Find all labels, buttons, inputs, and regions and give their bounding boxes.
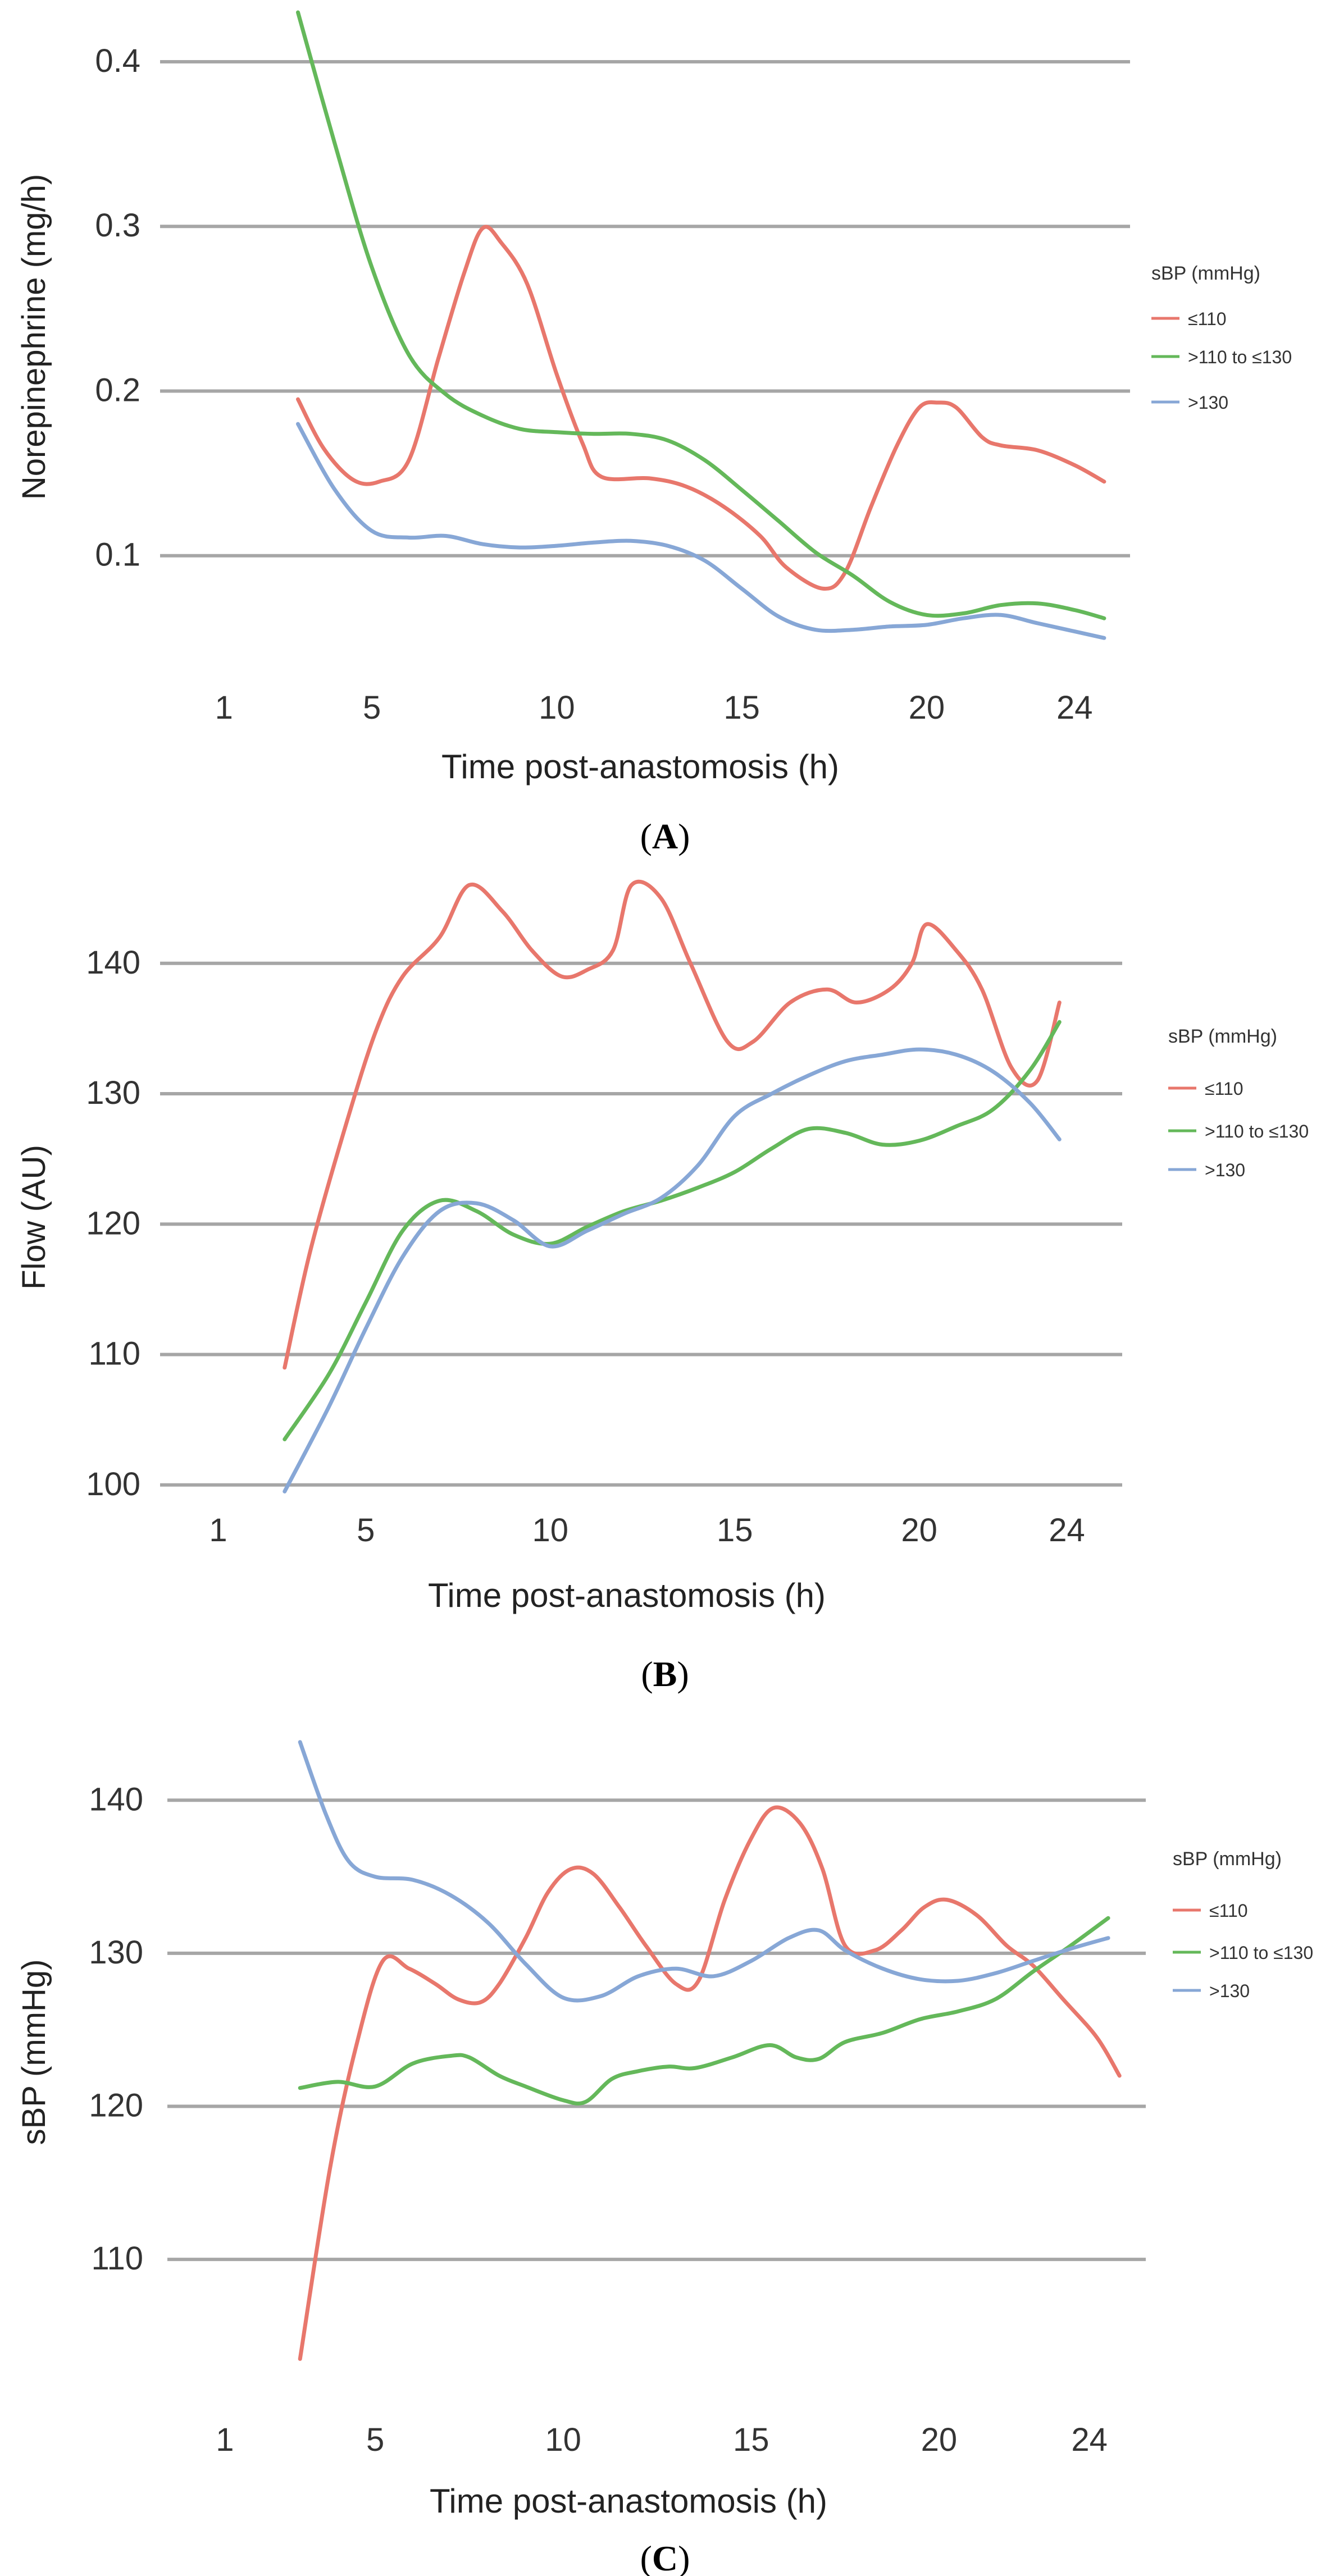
panel-a: 0.1 0.2 0.3 0.4 1 5 10 15 20 24 Norepine… [16,10,1292,856]
panel-b-caption: (B) [641,1654,689,1694]
panel-c-legend-title: sBP (mmHg) [1173,1848,1282,1870]
panel-a-x-tick-label: 15 [723,689,760,726]
panel-a-x-tick-label: 5 [363,689,381,726]
panel-a-grid [160,60,1130,558]
panel-b-x-axis-title: Time post-anastomosis (h) [428,1577,826,1614]
panel-c-x-tick-label: 20 [921,2422,958,2458]
panel-a-y-tick-label: 0.3 [95,207,140,244]
panel-b-y-tick-label: 140 [86,944,140,981]
panel-c-legend-label-le110: ≤110 [1209,1901,1248,1921]
panel-c-caption: (C) [640,2538,690,2576]
panel-b-series-line-gt130 [283,1047,1062,1493]
panel-a-legend-label-110-130: >110 to ≤130 [1188,347,1292,367]
panel-b-legend-label-110-130: >110 to ≤130 [1205,1121,1309,1141]
panel-b-y-tick-label: 120 [86,1205,140,1241]
panel-a-y-ticks: 0.1 0.2 0.3 0.4 [95,43,140,573]
panel-c-x-ticks: 1 5 10 15 20 24 [216,2422,1108,2458]
panel-c-series [298,1740,1122,2361]
panel-c-series-line-110-130 [298,1916,1110,2105]
panel-a-y-tick-label: 0.2 [95,372,140,408]
panel-c-legend-label-110-130: >110 to ≤130 [1209,1943,1313,1963]
panel-b-caption-letter: B [653,1654,677,1694]
panel-a-x-tick-label: 24 [1056,689,1093,726]
panel-b-legend: sBP (mmHg) ≤110 >110 to ≤130 >130 [1168,1026,1309,1180]
panel-b-x-ticks: 1 5 10 15 20 24 [209,1512,1085,1549]
panel-b-legend-label-gt130: >130 [1205,1160,1245,1180]
panel-c-y-axis-title: sBP (mmHg) [16,1960,52,2145]
panel-c-y-ticks: 110 120 130 140 [89,1781,143,2277]
panel-a-x-tick-label: 20 [909,689,945,726]
panel-a-x-ticks: 1 5 10 15 20 24 [215,689,1093,726]
panel-b-y-ticks: 100 110 120 130 140 [86,944,140,1502]
panel-b: 100 110 120 130 140 1 5 10 15 20 24 Flow… [16,879,1309,1694]
panel-a-series-line-110-130 [296,10,1106,620]
panel-c-x-tick-label: 24 [1071,2422,1108,2458]
panel-a-y-axis-title: Norepinephrine (mg/h) [16,174,52,500]
panel-b-x-tick-label: 24 [1049,1512,1085,1549]
panel-c-grid [167,1798,1146,2262]
panel-c-series-line-gt130 [298,1740,1110,2003]
panel-b-grid [160,961,1122,1487]
panel-a-x-tick-label: 1 [215,689,233,726]
panel-c-y-tick-label: 110 [92,2240,143,2277]
panel-c-legend: sBP (mmHg) ≤110 >110 to ≤130 >130 [1173,1848,1313,2001]
panel-a-x-axis-title: Time post-anastomosis (h) [441,748,839,785]
panel-b-y-axis-title: Flow (AU) [16,1145,52,1290]
panel-b-x-tick-label: 5 [357,1512,375,1549]
panel-a-caption: (A) [640,816,690,856]
panel-b-x-tick-label: 15 [717,1512,753,1549]
panel-c-caption-letter: C [652,2538,678,2576]
panel-a-legend-label-gt130: >130 [1188,392,1228,413]
panel-c-x-tick-label: 1 [216,2422,234,2458]
panel-c-x-tick-label: 10 [545,2422,581,2458]
panel-b-y-tick-label: 130 [86,1075,140,1111]
panel-b-legend-label-le110: ≤110 [1205,1079,1244,1099]
panel-c-legend-label-gt130: >130 [1209,1981,1250,2001]
panel-c-y-tick-label: 120 [89,2088,143,2124]
panel-a-series-line-le110 [296,225,1106,591]
panel-c-y-tick-label: 140 [89,1781,143,1817]
panel-c: 110 120 130 140 1 5 10 15 20 24 sBP (mmH… [16,1740,1313,2576]
panel-b-series-line-110-130 [283,1020,1062,1441]
panel-a-y-tick-label: 0.4 [95,43,140,79]
panel-a-series [296,10,1106,640]
panel-c-x-tick-label: 15 [733,2422,769,2458]
panel-b-y-tick-label: 100 [86,1466,140,1502]
panel-a-x-tick-label: 10 [539,689,575,726]
panel-c-x-axis-title: Time post-anastomosis (h) [430,2482,827,2520]
panel-b-x-tick-label: 1 [209,1512,227,1549]
panel-c-series-line-le110 [298,1805,1122,2361]
panel-a-legend-label-le110: ≤110 [1188,309,1227,329]
panel-a-series-line-gt130 [296,422,1106,640]
panel-a-legend-title: sBP (mmHg) [1151,263,1260,284]
panel-b-series [283,879,1062,1493]
panel-c-x-tick-label: 5 [366,2422,384,2458]
panel-a-legend: sBP (mmHg) ≤110 >110 to ≤130 >130 [1151,263,1292,413]
panel-b-x-tick-label: 20 [901,1512,937,1549]
panel-b-legend-title: sBP (mmHg) [1168,1026,1277,1047]
panel-b-series-line-le110 [283,879,1062,1370]
panel-b-y-tick-label: 110 [89,1336,140,1372]
panel-b-x-tick-label: 10 [532,1512,569,1549]
panel-a-y-tick-label: 0.1 [95,537,140,573]
panel-c-y-tick-label: 130 [89,1934,143,1971]
panel-a-caption-letter: A [652,816,678,856]
